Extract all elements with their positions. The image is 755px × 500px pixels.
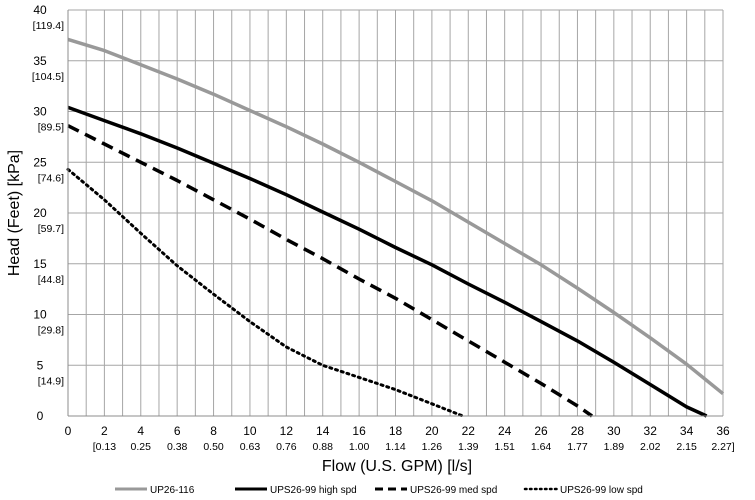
series-layer bbox=[66, 37, 725, 418]
x-tick-label: 12 bbox=[280, 424, 294, 438]
y-tick-label: 5 bbox=[37, 358, 44, 372]
y-tick-label: 0 bbox=[37, 409, 44, 423]
x-tick-sublabel: 2.27] bbox=[711, 441, 734, 453]
y-tick-label: 15 bbox=[33, 257, 47, 271]
legend-label-4: UPS26-99 low spd bbox=[560, 485, 643, 496]
legend-label-2: UPS26-99 high spd bbox=[270, 485, 357, 496]
x-tick-sublabel: 1.51 bbox=[494, 441, 515, 453]
x-tick-label: 18 bbox=[389, 424, 403, 438]
x-tick-label: 34 bbox=[680, 424, 694, 438]
x-tick-sublabel: 0.88 bbox=[313, 441, 334, 453]
x-tick-sublabel: 1.14 bbox=[385, 441, 406, 453]
x-tick-label: 4 bbox=[137, 424, 144, 438]
x-tick-label: 2 bbox=[101, 424, 108, 438]
x-tick-label: 16 bbox=[352, 424, 366, 438]
x-tick-sublabel: 1.64 bbox=[531, 441, 552, 453]
y-tick-sublabel: [14.9] bbox=[38, 375, 64, 387]
y-tick-label: 25 bbox=[33, 155, 47, 169]
x-tick-sublabel: 1.77 bbox=[567, 441, 588, 453]
x-tick-label: 14 bbox=[316, 424, 330, 438]
legend-label-1: UP26-116 bbox=[150, 485, 195, 496]
x-tick-label: 32 bbox=[644, 424, 658, 438]
series-line-2 bbox=[67, 105, 708, 418]
y-tick-sublabel: [29.8] bbox=[38, 325, 64, 337]
x-tick-sublabel: 2.02 bbox=[640, 441, 661, 453]
x-tick-label: 26 bbox=[534, 424, 548, 438]
x-tick-sublabel: 1.39 bbox=[458, 441, 479, 453]
series-line-3 bbox=[67, 124, 593, 418]
x-tick-label: 24 bbox=[498, 424, 512, 438]
legend: UP26-116 UPS26-99 high spd UPS26-99 med sp… bbox=[115, 485, 643, 496]
series-line-1 bbox=[67, 37, 725, 396]
y-tick-sublabel: [74.6] bbox=[38, 172, 64, 184]
x-tick-sublabel: 0.38 bbox=[167, 441, 188, 453]
y-tick-label: 35 bbox=[33, 54, 47, 68]
x-tick-sublabel: 2.15 bbox=[676, 441, 697, 453]
x-tick-label: 28 bbox=[571, 424, 585, 438]
x-tick-label: 0 bbox=[65, 424, 72, 438]
y-tick-label: 40 bbox=[33, 3, 47, 17]
y-tick-label: 20 bbox=[33, 206, 47, 220]
x-tick-sublabel: 1.89 bbox=[604, 441, 625, 453]
x-tick-label: 6 bbox=[174, 424, 181, 438]
x-tick-label: 22 bbox=[462, 424, 476, 438]
grid-layer bbox=[67, 9, 724, 417]
axis-layer: 0 2 [0.13 4 0.25 6 0.38 8 0.50 10 0.63 12 0.76 14 0.88… bbox=[32, 3, 735, 453]
x-tick-sublabel: 1.00 bbox=[349, 441, 370, 453]
y-tick-sublabel: [89.5] bbox=[38, 122, 64, 134]
x-tick-sublabel: [0.13 bbox=[93, 441, 117, 453]
x-tick-sublabel: 0.76 bbox=[276, 441, 297, 453]
x-tick-label: 30 bbox=[607, 424, 621, 438]
x-tick-sublabel: 0.25 bbox=[131, 441, 152, 453]
x-tick-label: 20 bbox=[425, 424, 439, 438]
x-tick-sublabel: 0.50 bbox=[203, 441, 224, 453]
x-tick-sublabel: 0.63 bbox=[240, 441, 261, 453]
y-tick-label: 30 bbox=[33, 105, 47, 119]
series-line-4 bbox=[66, 167, 465, 418]
legend-label-3: UPS26-99 med spd bbox=[410, 485, 497, 496]
y-tick-sublabel: [104.5] bbox=[32, 71, 64, 83]
y-tick-sublabel: [119.4] bbox=[33, 20, 64, 32]
x-tick-sublabel: 1.26 bbox=[422, 441, 443, 453]
y-tick-label: 10 bbox=[33, 308, 47, 322]
x-axis-title: Flow (U.S. GPM) [l/s] bbox=[322, 458, 472, 475]
x-tick-label: 8 bbox=[210, 424, 217, 438]
y-tick-sublabel: [44.8] bbox=[38, 274, 64, 286]
y-axis-title: Head (Feet) [kPa] bbox=[6, 150, 23, 276]
x-tick-label: 10 bbox=[243, 424, 257, 438]
y-tick-sublabel: [59.7] bbox=[38, 223, 64, 235]
x-tick-label: 36 bbox=[716, 424, 730, 438]
